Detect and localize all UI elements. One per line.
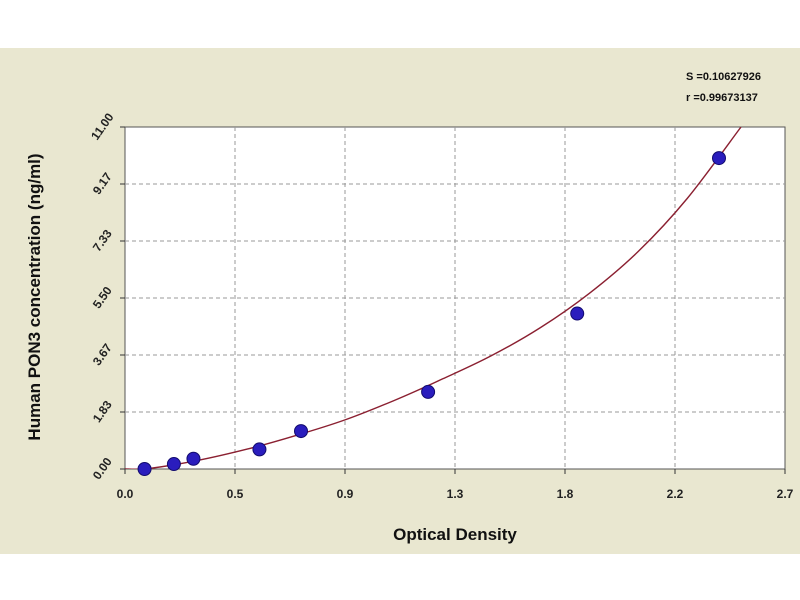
x-axis-label: Optical Density [393, 525, 517, 544]
axes [120, 126, 786, 474]
x-tick-labels: 0.0 0.5 0.9 1.3 1.8 2.2 2.7 [117, 487, 794, 501]
data-point [137, 462, 152, 476]
data-point [421, 384, 436, 399]
x-tick-label: 2.7 [777, 487, 794, 501]
x-tick-label: 0.9 [337, 487, 354, 501]
data-point [570, 306, 585, 321]
data-point [166, 457, 181, 472]
data-point [252, 442, 267, 457]
fit-stat-s: S =0.10627926 [686, 71, 761, 83]
fit-curve-layer [125, 127, 742, 469]
grid-lines [125, 127, 785, 469]
data-point [294, 424, 308, 439]
x-tick-label: 0.5 [227, 487, 244, 501]
x-tick-label: 1.8 [557, 487, 574, 501]
fit-curve [125, 127, 742, 469]
data-point [186, 451, 201, 466]
x-tick-label: 0.0 [117, 487, 134, 501]
x-tick-label: 2.2 [667, 487, 684, 501]
y-axis-label: Human PON3 concentration (ng/ml) [25, 153, 44, 440]
fit-stat-r: r =0.99673137 [686, 92, 758, 104]
data-point [712, 151, 726, 166]
data-points [137, 151, 726, 476]
x-tick-label: 1.3 [447, 487, 464, 501]
